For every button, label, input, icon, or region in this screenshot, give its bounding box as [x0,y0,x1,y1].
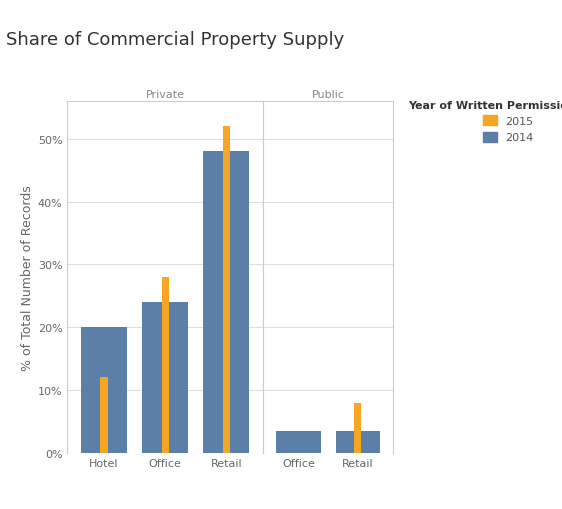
Bar [101,378,108,453]
Bar [142,302,188,453]
Text: Share of Commercial Property Supply: Share of Commercial Property Supply [6,31,344,48]
Bar [203,152,250,453]
Bar [277,431,321,453]
Y-axis label: % of Total Number of Records: % of Total Number of Records [21,185,34,370]
Bar [161,277,169,453]
Legend: 2015, 2014: 2015, 2014 [405,97,562,147]
Title: Public: Public [312,90,345,100]
Bar [223,127,230,453]
Bar [81,328,127,453]
Bar [354,403,361,453]
Bar [336,431,380,453]
Title: Private: Private [146,90,185,100]
